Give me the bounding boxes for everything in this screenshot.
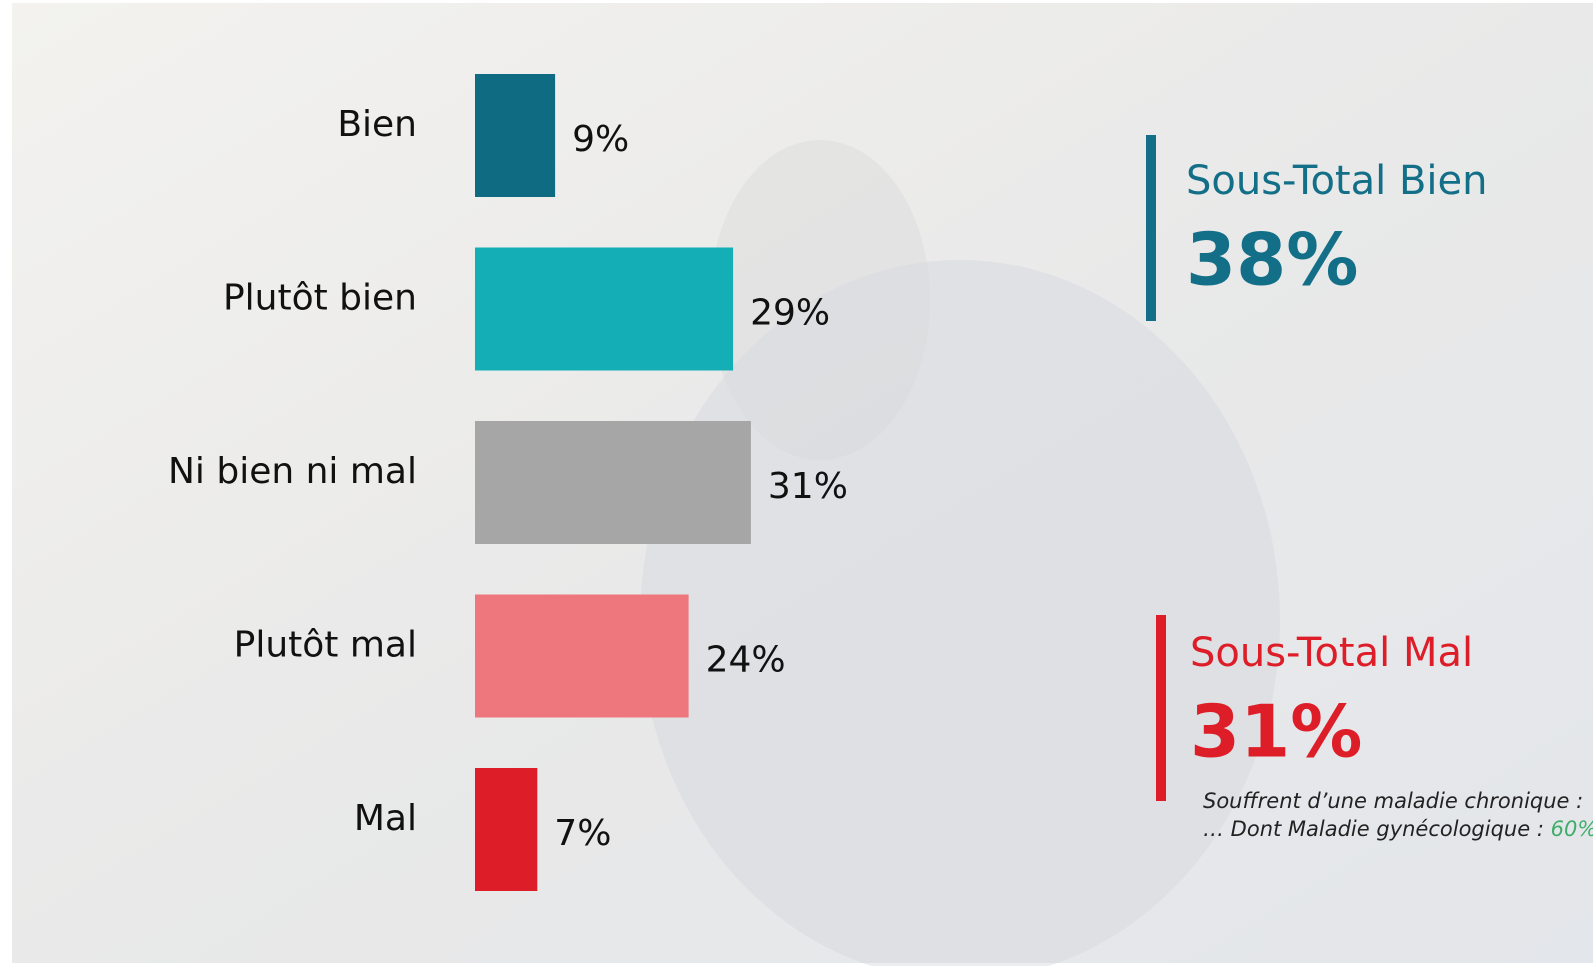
category-label: Plutôt bien xyxy=(223,278,417,319)
bar xyxy=(475,768,537,891)
note: Souffrent d’une maladie chronique : xyxy=(1203,789,1583,813)
note-text: Souffrent d’une maladie chronique : xyxy=(1203,789,1583,813)
accent-bar xyxy=(1146,135,1156,321)
subtotal-label: Sous-Total Bien xyxy=(1186,158,1487,204)
note-highlight: 60% xyxy=(1551,817,1593,841)
category-label: Ni bien ni mal xyxy=(168,451,417,492)
slide: Bien 9% Plutôt bien 29% Ni bien ni mal 31% Plu… xyxy=(0,0,1593,966)
subtotal-value: 31% xyxy=(1190,690,1362,774)
chart: Bien 9% Plutôt bien 29% Ni bien ni mal 31% Plu… xyxy=(0,0,1593,966)
category-label: Plutôt mal xyxy=(234,625,417,666)
value-label: 9% xyxy=(572,119,629,160)
bar xyxy=(475,595,689,718)
note: … Dont Maladie gynécologique : 60% xyxy=(1203,817,1593,841)
photo-shape xyxy=(640,260,1280,966)
subtotal-label: Sous-Total Mal xyxy=(1190,630,1473,676)
bar xyxy=(475,421,751,544)
note-text: … Dont Maladie gynécologique : xyxy=(1203,817,1544,841)
category-label: Bien xyxy=(337,104,417,145)
bar xyxy=(475,74,555,197)
bar xyxy=(475,248,733,371)
value-label: 31% xyxy=(768,466,848,507)
value-label: 24% xyxy=(706,640,786,681)
subtotal-value: 38% xyxy=(1186,218,1358,302)
value-label: 29% xyxy=(750,293,830,334)
value-label: 7% xyxy=(554,813,611,854)
accent-bar xyxy=(1156,615,1166,801)
category-label: Mal xyxy=(354,798,417,839)
